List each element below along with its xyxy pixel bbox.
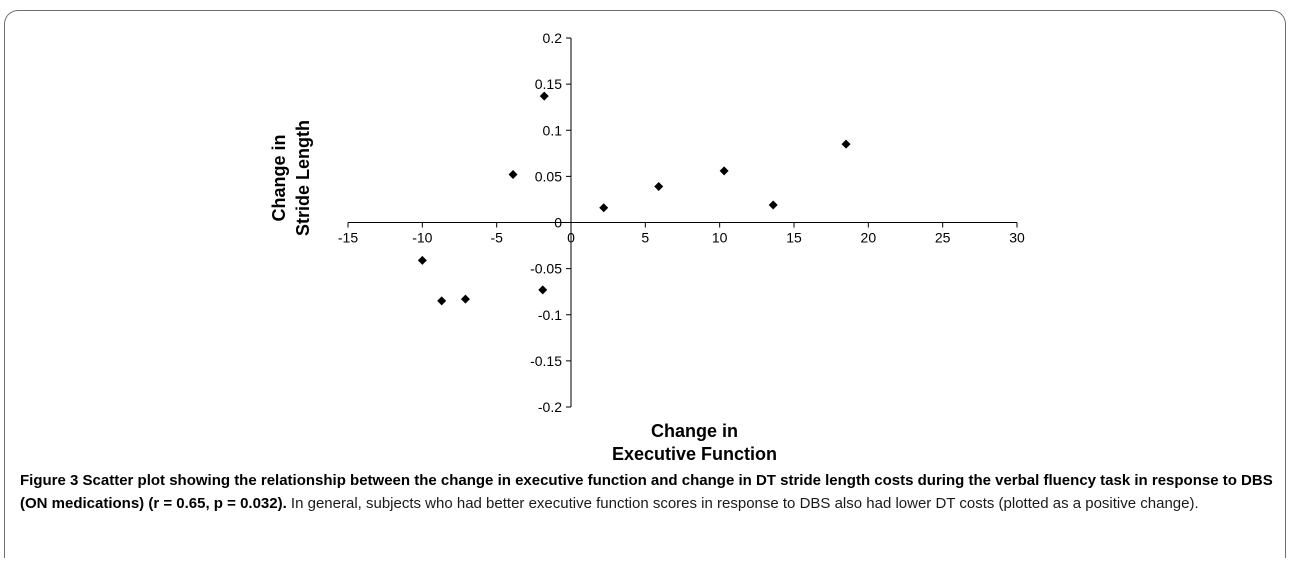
y-tick-label: 0.15 [535,76,562,92]
data-point [538,285,547,294]
data-points [418,92,851,306]
y-axis-title-line: Change in [269,134,289,221]
x-tick-label: -15 [338,230,358,246]
x-axis-title-line: Executive Function [612,444,777,464]
data-point [769,200,778,209]
data-point [461,295,470,304]
x-tick-label: 15 [786,230,802,246]
y-tick-label: 0 [554,215,562,231]
data-point [418,256,427,265]
x-tick-label: 5 [641,230,649,246]
data-point [654,182,663,191]
y-tick-label: 0.1 [543,122,563,138]
caption-body: In general, subjects who had better exec… [287,495,1199,512]
scatter-chart: -15 -10 -5 0 5 10 15 20 25 30 0.2 0.15 0.1 0.05 0 -0.05… [0,0,1292,470]
data-point [842,140,851,149]
y-axis-title-line: Stride Length [293,120,313,236]
x-tick-label: -10 [412,230,432,246]
data-point [509,170,518,179]
x-tick-label: 20 [861,230,877,246]
x-axis-title-line: Change in [651,421,738,441]
y-tick-label: -0.2 [538,399,562,415]
x-tick-label: 10 [712,230,728,246]
data-point [540,92,549,101]
x-tick-label: -5 [490,230,503,246]
y-tick-label: -0.05 [530,261,562,277]
x-tick-label: 30 [1009,230,1025,246]
x-tick-label: 25 [935,230,951,246]
y-tick-label: -0.15 [530,353,562,369]
y-tick-label: -0.1 [538,307,562,323]
data-point [599,203,608,212]
data-point [437,296,446,305]
x-tick-label: 0 [567,230,575,246]
y-tick-label: 0.05 [535,168,562,184]
axes [348,38,1017,407]
y-tick-label: 0.2 [543,30,563,46]
data-point [720,166,729,175]
figure-caption: Figure 3 Scatter plot showing the relati… [20,469,1275,515]
